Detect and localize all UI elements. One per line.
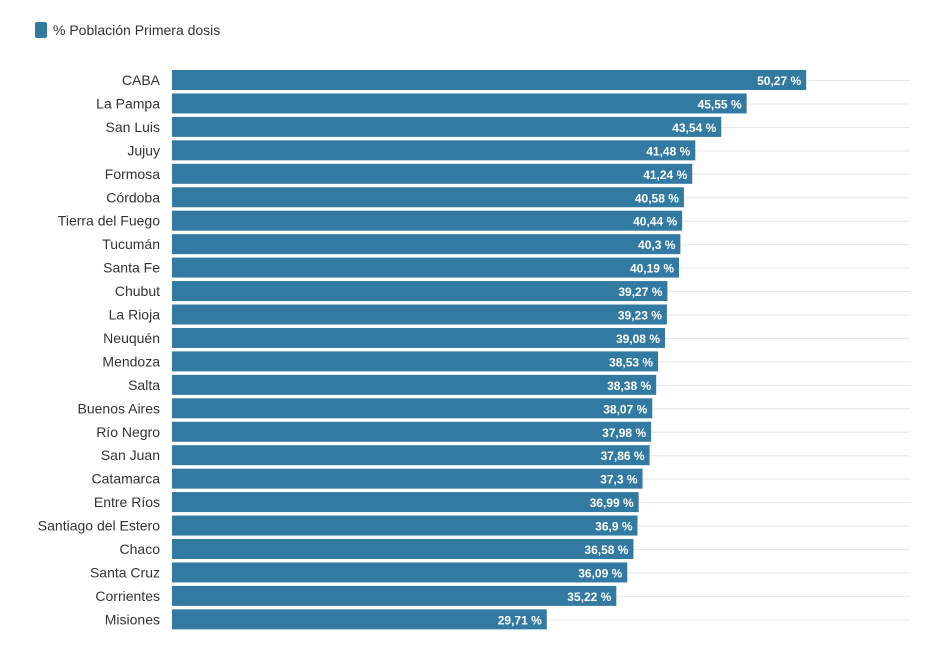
- category-label: Córdoba: [106, 189, 160, 205]
- category-label: Río Negro: [96, 424, 160, 440]
- value-label: 36,58 %: [584, 543, 628, 557]
- value-label: 45,55 %: [698, 97, 742, 111]
- value-label: 50,27 %: [757, 74, 801, 88]
- value-label: 40,58 %: [635, 191, 679, 205]
- bar: [172, 281, 668, 302]
- category-label: Santa Fe: [103, 260, 160, 276]
- value-label: 36,99 %: [590, 496, 634, 510]
- bar: [172, 539, 634, 559]
- bar: [172, 234, 681, 255]
- bar: [172, 70, 807, 90]
- bar: [172, 492, 639, 513]
- value-label: 37,86 %: [601, 449, 645, 463]
- bar: [172, 327, 666, 348]
- bar: [172, 140, 696, 161]
- category-label: Catamarca: [92, 471, 161, 487]
- value-label: 41,48 %: [646, 144, 690, 158]
- value-label: 36,9 %: [595, 520, 633, 534]
- gridlines: [172, 80, 910, 621]
- value-label: 39,08 %: [616, 332, 660, 346]
- bar: [172, 187, 684, 208]
- value-label: 37,3 %: [600, 473, 638, 487]
- category-label: La Rioja: [109, 307, 161, 323]
- bar: [172, 374, 657, 395]
- bar: [172, 609, 547, 630]
- value-label: 37,98 %: [602, 426, 646, 440]
- category-label: San Luis: [106, 119, 160, 135]
- bar: [172, 163, 693, 184]
- category-label: Tierra del Fuego: [58, 213, 160, 229]
- category-label: Misiones: [105, 611, 160, 627]
- value-label: 40,44 %: [633, 215, 677, 229]
- value-label: 38,07 %: [603, 402, 647, 416]
- bars-group: [172, 70, 807, 630]
- category-label: Mendoza: [102, 353, 160, 369]
- bar: [172, 468, 643, 489]
- bar: [172, 421, 652, 442]
- category-label: Santiago del Estero: [38, 518, 160, 534]
- category-label: Salta: [128, 377, 160, 393]
- value-label: 39,23 %: [618, 309, 662, 323]
- bar: [172, 210, 683, 231]
- legend: % Población Primera dosis: [35, 22, 220, 38]
- value-label: 39,27 %: [618, 285, 662, 299]
- bar: [172, 304, 667, 325]
- bar: [172, 562, 628, 583]
- bar: [172, 515, 638, 536]
- bar: [172, 351, 659, 372]
- value-label: 43,54 %: [672, 121, 716, 135]
- category-label: Formosa: [105, 166, 160, 182]
- category-label: Corrientes: [95, 588, 160, 604]
- category-label: Santa Cruz: [90, 564, 160, 580]
- category-label: La Pampa: [96, 95, 160, 111]
- bar: [172, 445, 650, 466]
- value-label: 41,24 %: [643, 168, 687, 182]
- bar: [172, 257, 680, 278]
- category-label: Chaco: [120, 541, 161, 557]
- category-label: CABA: [122, 72, 161, 88]
- category-label: San Juan: [101, 447, 160, 463]
- category-label: Chubut: [115, 283, 160, 299]
- category-label: Buenos Aires: [78, 400, 161, 416]
- bar: [172, 585, 617, 606]
- value-label: 29,71 %: [498, 613, 542, 627]
- category-labels: CABA La Pampa San Luis Jujuy Formosa Córdoba T…: [38, 72, 161, 627]
- category-label: Tucumán: [102, 236, 160, 252]
- value-label: 40,3 %: [638, 238, 676, 252]
- category-label: Jujuy: [127, 142, 160, 158]
- value-label: 38,53 %: [609, 355, 653, 369]
- value-label: 35,22 %: [567, 590, 611, 604]
- bar: [172, 93, 747, 114]
- value-label: 36,09 %: [578, 566, 622, 580]
- bar: [172, 116, 722, 137]
- value-labels: 50,27 % 45,55 % 43,54 % 41,48 % 41,24 % 40,58…: [498, 74, 802, 627]
- category-label: Neuquén: [103, 330, 160, 346]
- category-label: Entre Ríos: [94, 494, 160, 510]
- bar: [172, 398, 653, 419]
- value-label: 40,19 %: [630, 262, 674, 276]
- value-label: 38,38 %: [607, 379, 651, 393]
- legend-label: % Población Primera dosis: [53, 22, 220, 38]
- legend-swatch: [35, 22, 47, 38]
